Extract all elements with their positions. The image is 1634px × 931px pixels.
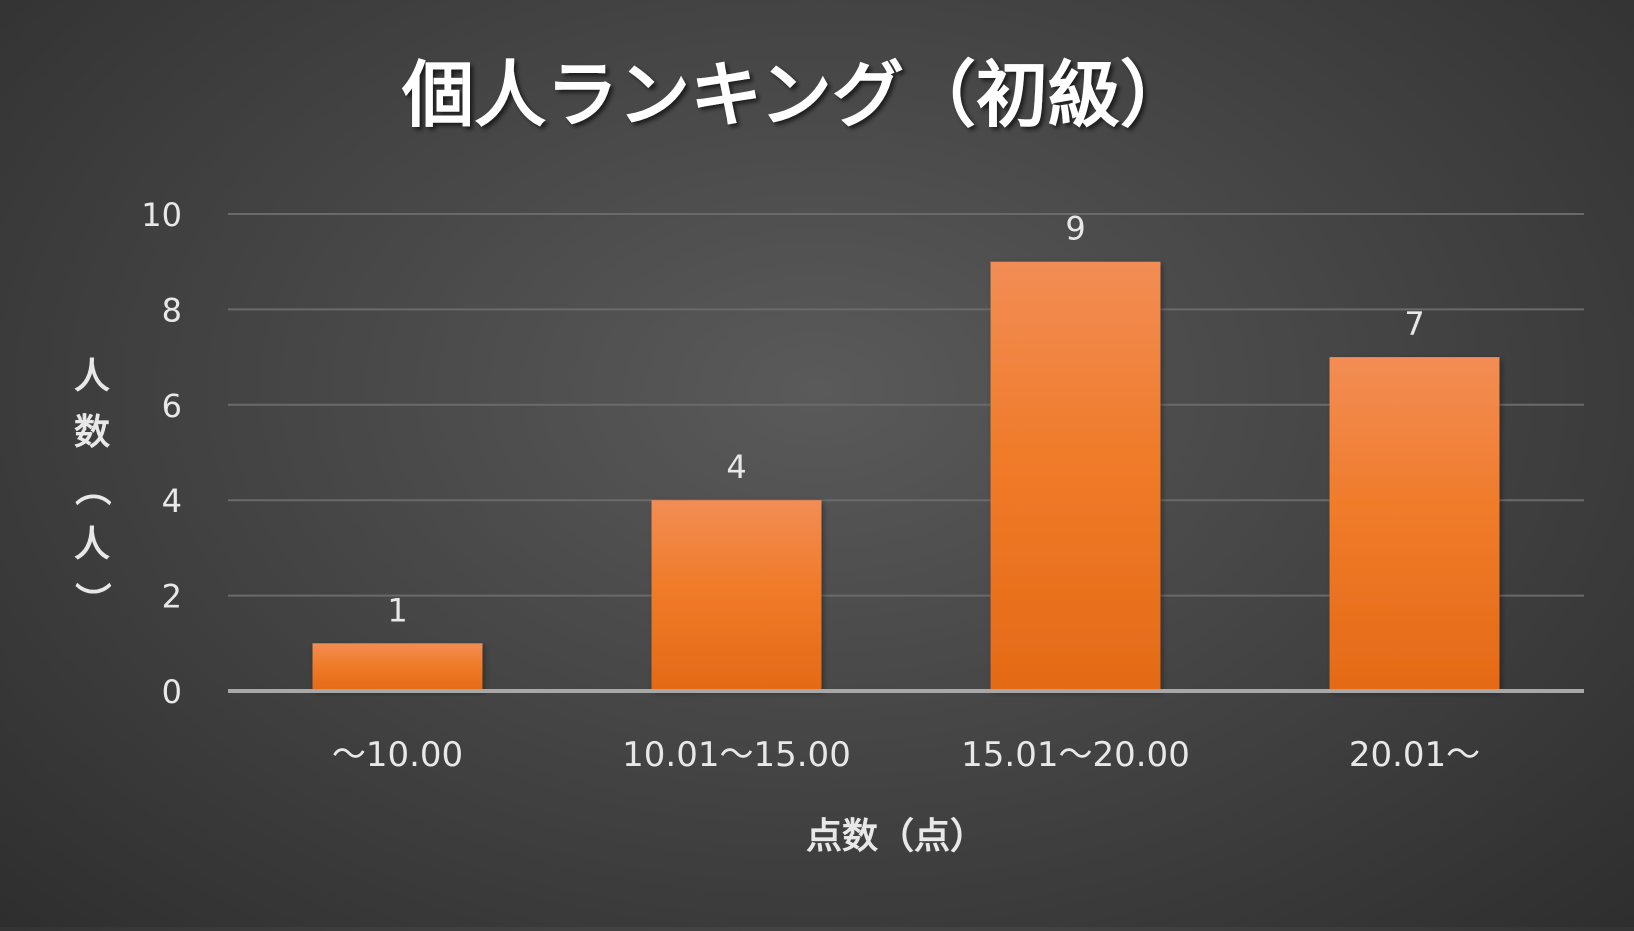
bar bbox=[990, 261, 1161, 691]
bar bbox=[651, 500, 822, 691]
chart-title: 個人ランキング（初級） bbox=[401, 53, 1192, 137]
x-axis-ticks: ～10.00 10.01～15.00 15.01～20.00 20.01～ bbox=[332, 735, 1480, 775]
y-axis-title-char: 人 bbox=[74, 524, 110, 565]
x-axis-title: 点数（点） bbox=[806, 816, 986, 857]
y-axis-title-char: ） bbox=[71, 582, 112, 618]
y-tick-label: 4 bbox=[162, 482, 182, 520]
y-axis-title-char: （ bbox=[71, 470, 112, 506]
data-label: 4 bbox=[726, 448, 746, 486]
x-tick-label: 20.01～ bbox=[1349, 735, 1480, 775]
y-tick-label: 0 bbox=[162, 673, 182, 711]
data-label: 7 bbox=[1404, 305, 1424, 343]
y-tick-label: 8 bbox=[162, 291, 182, 329]
y-axis-title-char: 人 bbox=[74, 356, 110, 397]
y-tick-label: 10 bbox=[141, 196, 182, 234]
x-tick-label: ～10.00 bbox=[332, 735, 463, 775]
y-axis-title: 人数（人） bbox=[71, 356, 112, 618]
bar bbox=[312, 643, 483, 691]
x-tick-label: 10.01～15.00 bbox=[622, 735, 851, 775]
data-labels: 1 4 9 7 bbox=[387, 210, 1424, 630]
y-tick-label: 6 bbox=[162, 387, 182, 425]
bar bbox=[1329, 357, 1500, 691]
x-tick-label: 15.01～20.00 bbox=[961, 735, 1190, 775]
bars bbox=[312, 261, 1500, 691]
y-axis-ticks: 0 2 4 6 8 10 bbox=[141, 196, 182, 711]
y-tick-label: 2 bbox=[162, 578, 182, 616]
data-label: 1 bbox=[387, 591, 407, 629]
y-axis-title-char: 数 bbox=[74, 412, 110, 453]
data-label: 9 bbox=[1065, 210, 1085, 248]
